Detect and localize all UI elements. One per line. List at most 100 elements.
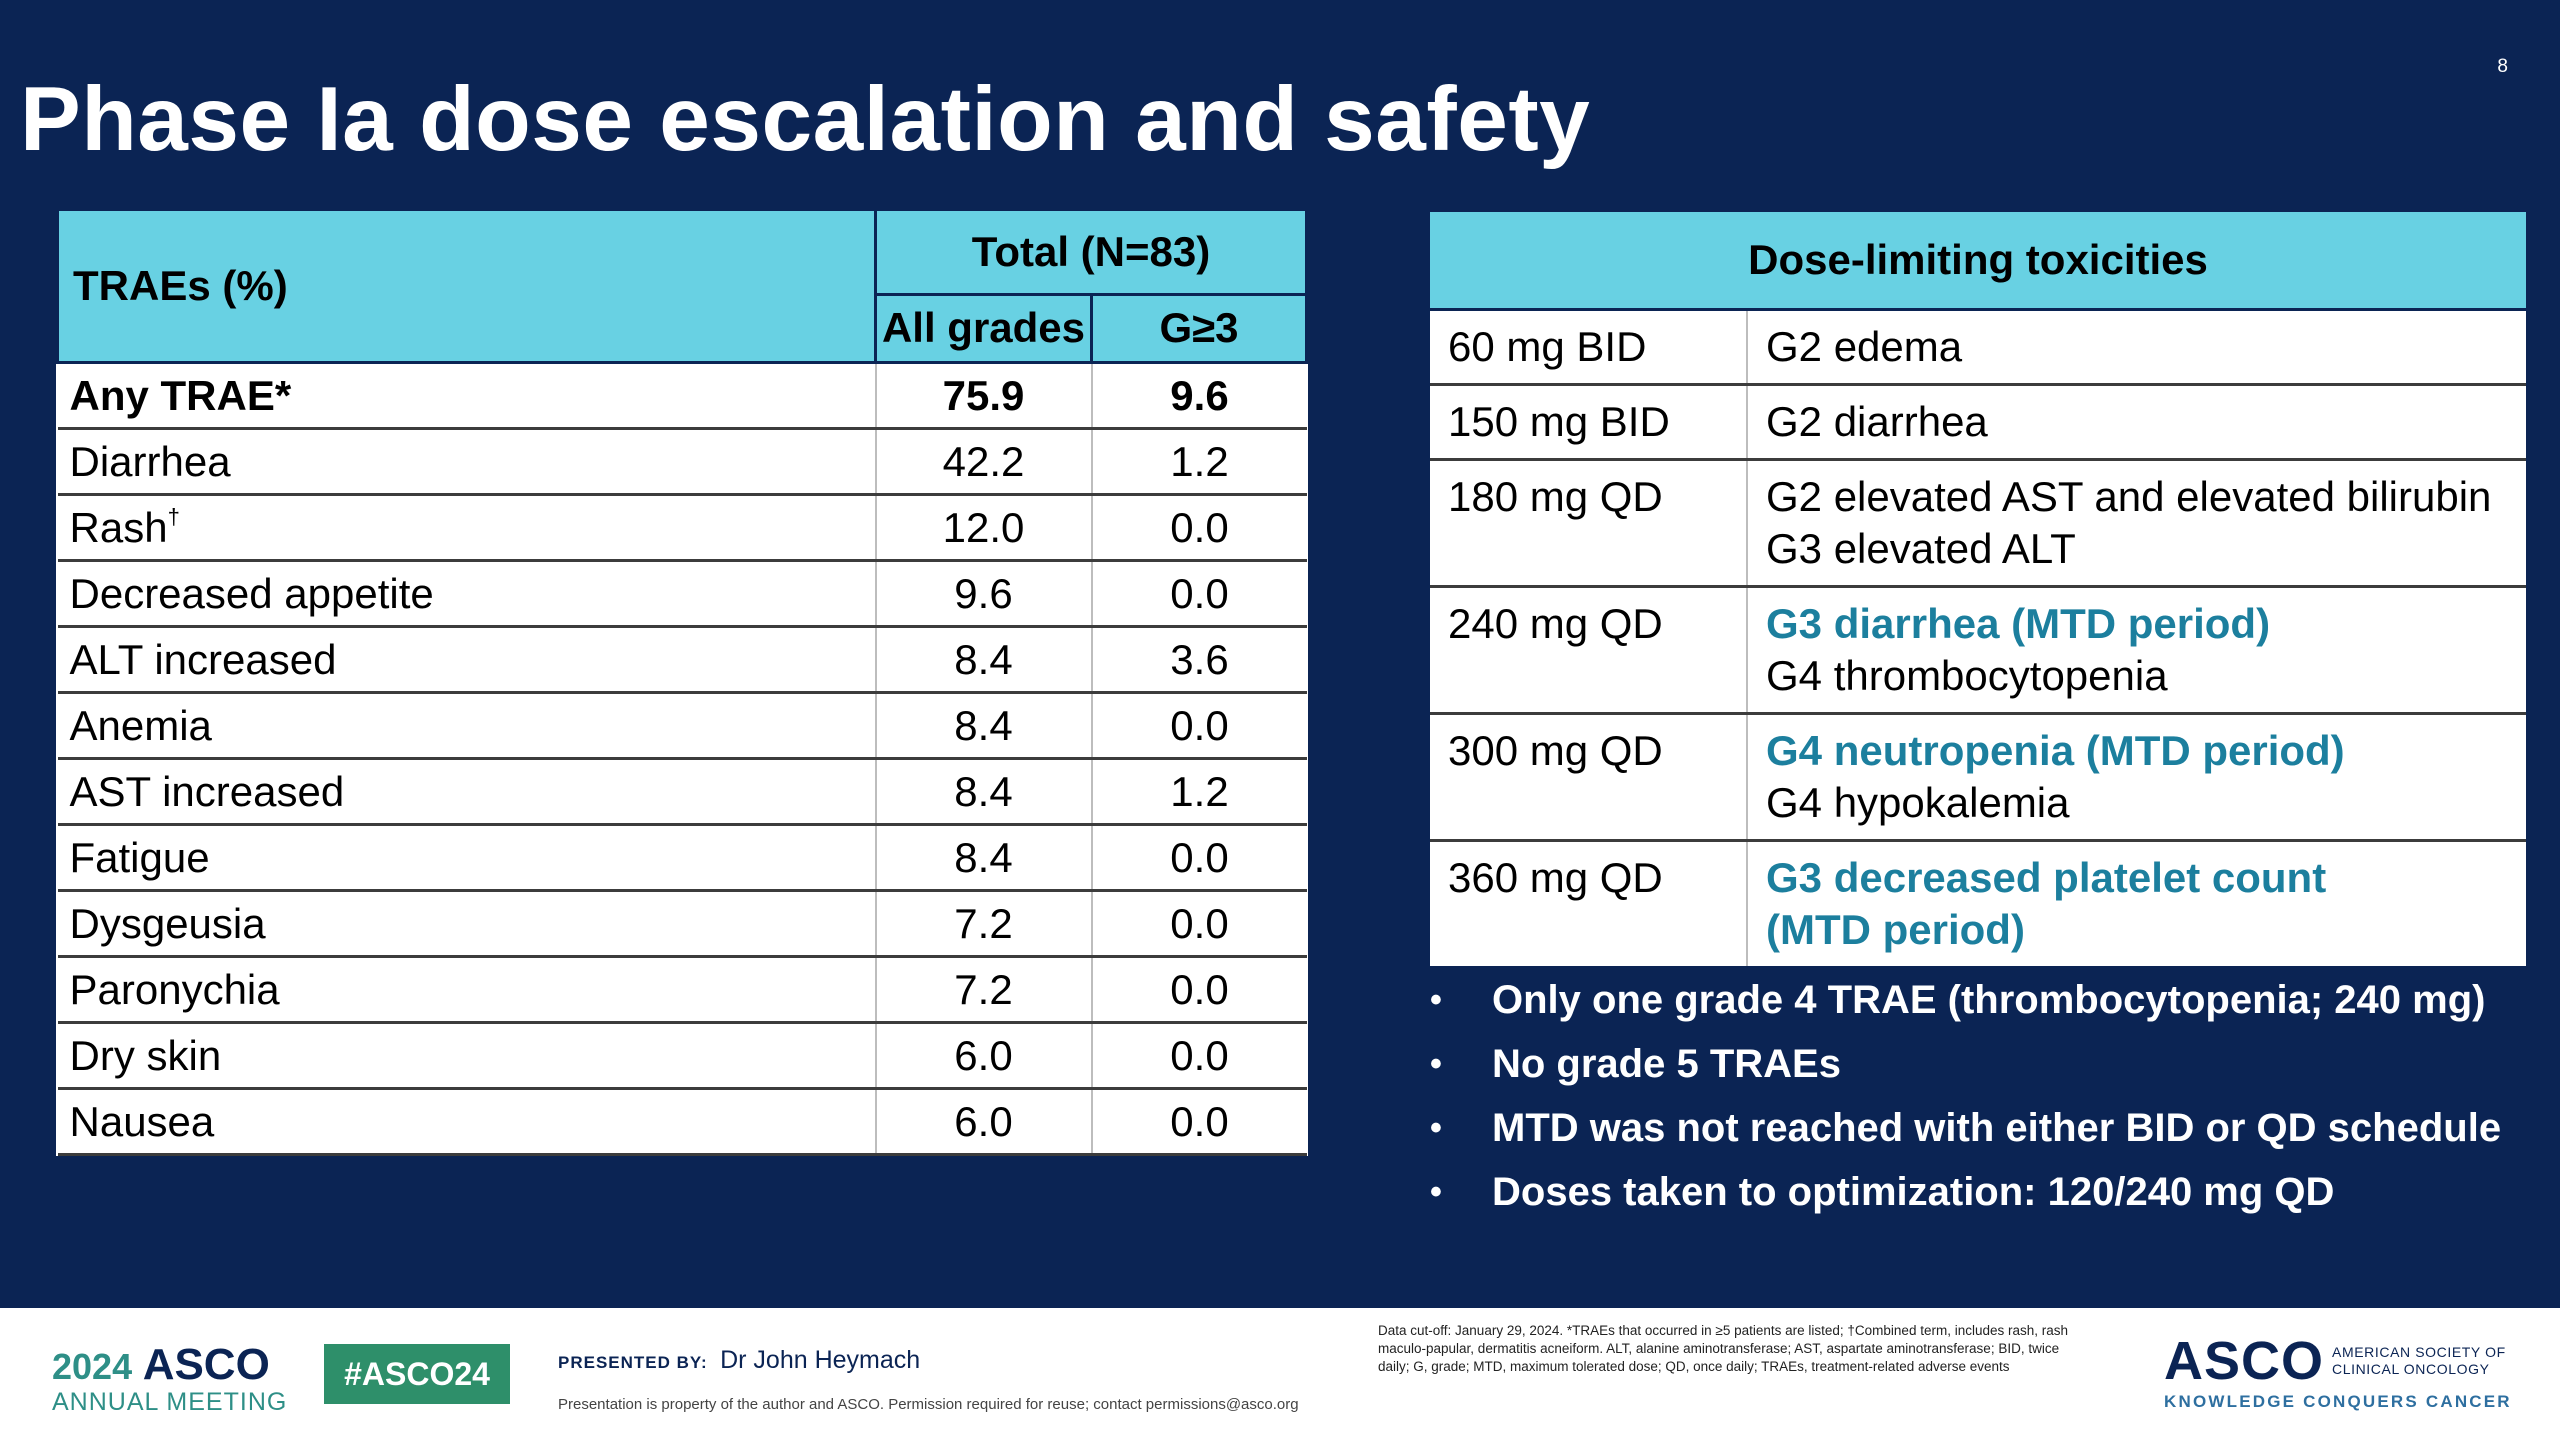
trae-table: TRAEs (%) Total (N=83) All grades G≥3 An… (56, 208, 1308, 1156)
property-note: Presentation is property of the author a… (558, 1396, 1299, 1413)
table-row: Nausea 6.0 0.0 (57, 1087, 1307, 1156)
hashtag-badge: #ASCO24 (324, 1344, 510, 1404)
g3-value: 0.0 (1090, 493, 1307, 562)
g3-value: 9.6 (1090, 361, 1307, 430)
trae-name: Decreased appetite (57, 559, 876, 628)
all-grades-value: 7.2 (874, 955, 1092, 1024)
meeting-name: ASCO (142, 1340, 270, 1389)
all-grades-value: 8.4 (874, 625, 1092, 694)
g3-value: 3.6 (1090, 625, 1307, 694)
bullet-item: MTD was not reached with either BID or Q… (1430, 1096, 2501, 1160)
toxicity-line: G3 diarrhea (MTD period) (1766, 600, 2271, 647)
toxicity-cell: G2 diarrhea (1747, 383, 2526, 460)
table-row: ALT increased 8.4 3.6 (57, 625, 1307, 694)
asco-logo: ASCO AMERICAN SOCIETY OF CLINICAL ONCOLOG… (2164, 1330, 2512, 1412)
trae-name: Dry skin (57, 1021, 876, 1090)
table-row: 240 mg QD G3 diarrhea (MTD period) G4 thro… (1430, 585, 2526, 714)
table-row: Decreased appetite 9.6 0.0 (57, 559, 1307, 628)
all-grades-value: 75.9 (874, 361, 1092, 430)
toxicity-line: G2 diarrhea (1766, 398, 1988, 445)
trae-name: Rash† (57, 493, 876, 562)
table-row: Paronychia 7.2 0.0 (57, 955, 1307, 1024)
all-grades-value: 9.6 (874, 559, 1092, 628)
meeting-logo: 2024 ASCO ANNUAL MEETING (52, 1340, 288, 1416)
toxicity-line: G2 elevated AST and elevated bilirubin (1766, 473, 2492, 520)
g3-value: 0.0 (1090, 823, 1307, 892)
summary-bullets: Only one grade 4 TRAE (thrombocytopenia;… (1430, 968, 2501, 1224)
asco-logo-text: ASCO (2164, 1331, 2325, 1391)
toxicity-cell: G4 neutropenia (MTD period) G4 hypokalemi… (1747, 712, 2526, 841)
all-grades-value: 8.4 (874, 823, 1092, 892)
dlt-header: Dose-limiting toxicities (1430, 212, 2526, 310)
trae-name: Paronychia (57, 955, 876, 1024)
table-row: Rash† 12.0 0.0 (57, 493, 1307, 562)
trae-name: Fatigue (57, 823, 876, 892)
slide-number: 8 (2497, 56, 2508, 77)
society-name: AMERICAN SOCIETY OF CLINICAL ONCOLOGY (2332, 1344, 2506, 1377)
toxicity-cell: G3 decreased platelet count (MTD period) (1747, 839, 2526, 966)
dose-cell: 60 mg BID (1430, 308, 1748, 385)
toxicity-line: G4 thrombocytopenia (1766, 652, 2168, 699)
g3-value: 1.2 (1090, 757, 1307, 826)
table-row: 60 mg BID G2 edema (1430, 308, 2526, 385)
toxicity-cell: G3 diarrhea (MTD period) G4 thrombocytope… (1747, 585, 2526, 714)
trae-name: Diarrhea (57, 427, 876, 496)
bullet-item: Only one grade 4 TRAE (thrombocytopenia;… (1430, 968, 2501, 1032)
table-row: 300 mg QD G4 neutropenia (MTD period) G4 h… (1430, 712, 2526, 841)
presenter-name: Dr John Heymach (720, 1346, 921, 1374)
all-grades-value: 8.4 (874, 691, 1092, 760)
total-header: Total (N=83) (874, 208, 1308, 296)
presented-by-label: PRESENTED BY: (558, 1353, 708, 1372)
slide-title: Phase Ia dose escalation and safety (20, 69, 1591, 170)
g3-value: 0.0 (1090, 1021, 1307, 1090)
g3-value: 0.0 (1090, 1087, 1307, 1156)
g3-value: 0.0 (1090, 559, 1307, 628)
table-row: Fatigue 8.4 0.0 (57, 823, 1307, 892)
meeting-sub: ANNUAL MEETING (52, 1388, 288, 1416)
dose-cell: 360 mg QD (1430, 839, 1748, 966)
dose-cell: 300 mg QD (1430, 712, 1748, 841)
toxicity-cell: G2 edema (1747, 308, 2526, 385)
trae-name: Any TRAE* (57, 361, 876, 430)
trae-name: Anemia (57, 691, 876, 760)
all-grades-value: 12.0 (874, 493, 1092, 562)
dose-cell: 240 mg QD (1430, 585, 1748, 714)
toxicity-line: G4 neutropenia (MTD period) (1766, 727, 2345, 774)
footnote: Data cut-off: January 29, 2024. *TRAEs t… (1378, 1323, 2069, 1374)
trae-name: ALT increased (57, 625, 876, 694)
toxicity-line: G2 edema (1766, 323, 1963, 370)
meeting-year: 2024 (52, 1346, 133, 1387)
dlt-table: Dose-limiting toxicities 60 mg BID G2 ede… (1430, 212, 2526, 966)
trae-name: AST increased (57, 757, 876, 826)
trae-name: Dysgeusia (57, 889, 876, 958)
all-grades-value: 7.2 (874, 889, 1092, 958)
dose-cell: 150 mg BID (1430, 383, 1748, 460)
all-grades-value: 6.0 (874, 1021, 1092, 1090)
table-row: Dysgeusia 7.2 0.0 (57, 889, 1307, 958)
table-row: Any TRAE* 75.9 9.6 (57, 361, 1307, 430)
table-row: 150 mg BID G2 diarrhea (1430, 383, 2526, 460)
table-row: 360 mg QD G3 decreased platelet count (MTD… (1430, 839, 2526, 966)
table-row: 180 mg QD G2 elevated AST and elevated bi… (1430, 458, 2526, 587)
g3-value: 0.0 (1090, 691, 1307, 760)
toxicity-line: (MTD period) (1766, 906, 2025, 953)
all-grades-value: 6.0 (874, 1087, 1092, 1156)
presenter-block: PRESENTED BY: Dr John Heymach Presentati… (558, 1346, 1299, 1413)
bullet-item: Doses taken to optimization: 120/240 mg … (1430, 1160, 2501, 1224)
table-row: Diarrhea 42.2 1.2 (57, 427, 1307, 496)
footer: 2024 ASCO ANNUAL MEETING #ASCO24 PRESENT… (0, 1308, 2560, 1440)
all-grades-header: All grades (874, 292, 1093, 365)
table-row: AST increased 8.4 1.2 (57, 757, 1307, 826)
toxicity-line: G4 hypokalemia (1766, 779, 2070, 826)
g3-value: 0.0 (1090, 889, 1307, 958)
toxicity-line: G3 decreased platelet count (1766, 854, 2327, 901)
g3-value: 1.2 (1090, 427, 1307, 496)
g3-value: 0.0 (1090, 955, 1307, 1024)
g3-header: G≥3 (1090, 292, 1308, 365)
tagline: KNOWLEDGE CONQUERS CANCER (2164, 1392, 2512, 1411)
bullet-item: No grade 5 TRAEs (1430, 1032, 2501, 1096)
table-row: Anemia 8.4 0.0 (57, 691, 1307, 760)
table-row: Dry skin 6.0 0.0 (57, 1021, 1307, 1090)
all-grades-value: 8.4 (874, 757, 1092, 826)
all-grades-value: 42.2 (874, 427, 1092, 496)
